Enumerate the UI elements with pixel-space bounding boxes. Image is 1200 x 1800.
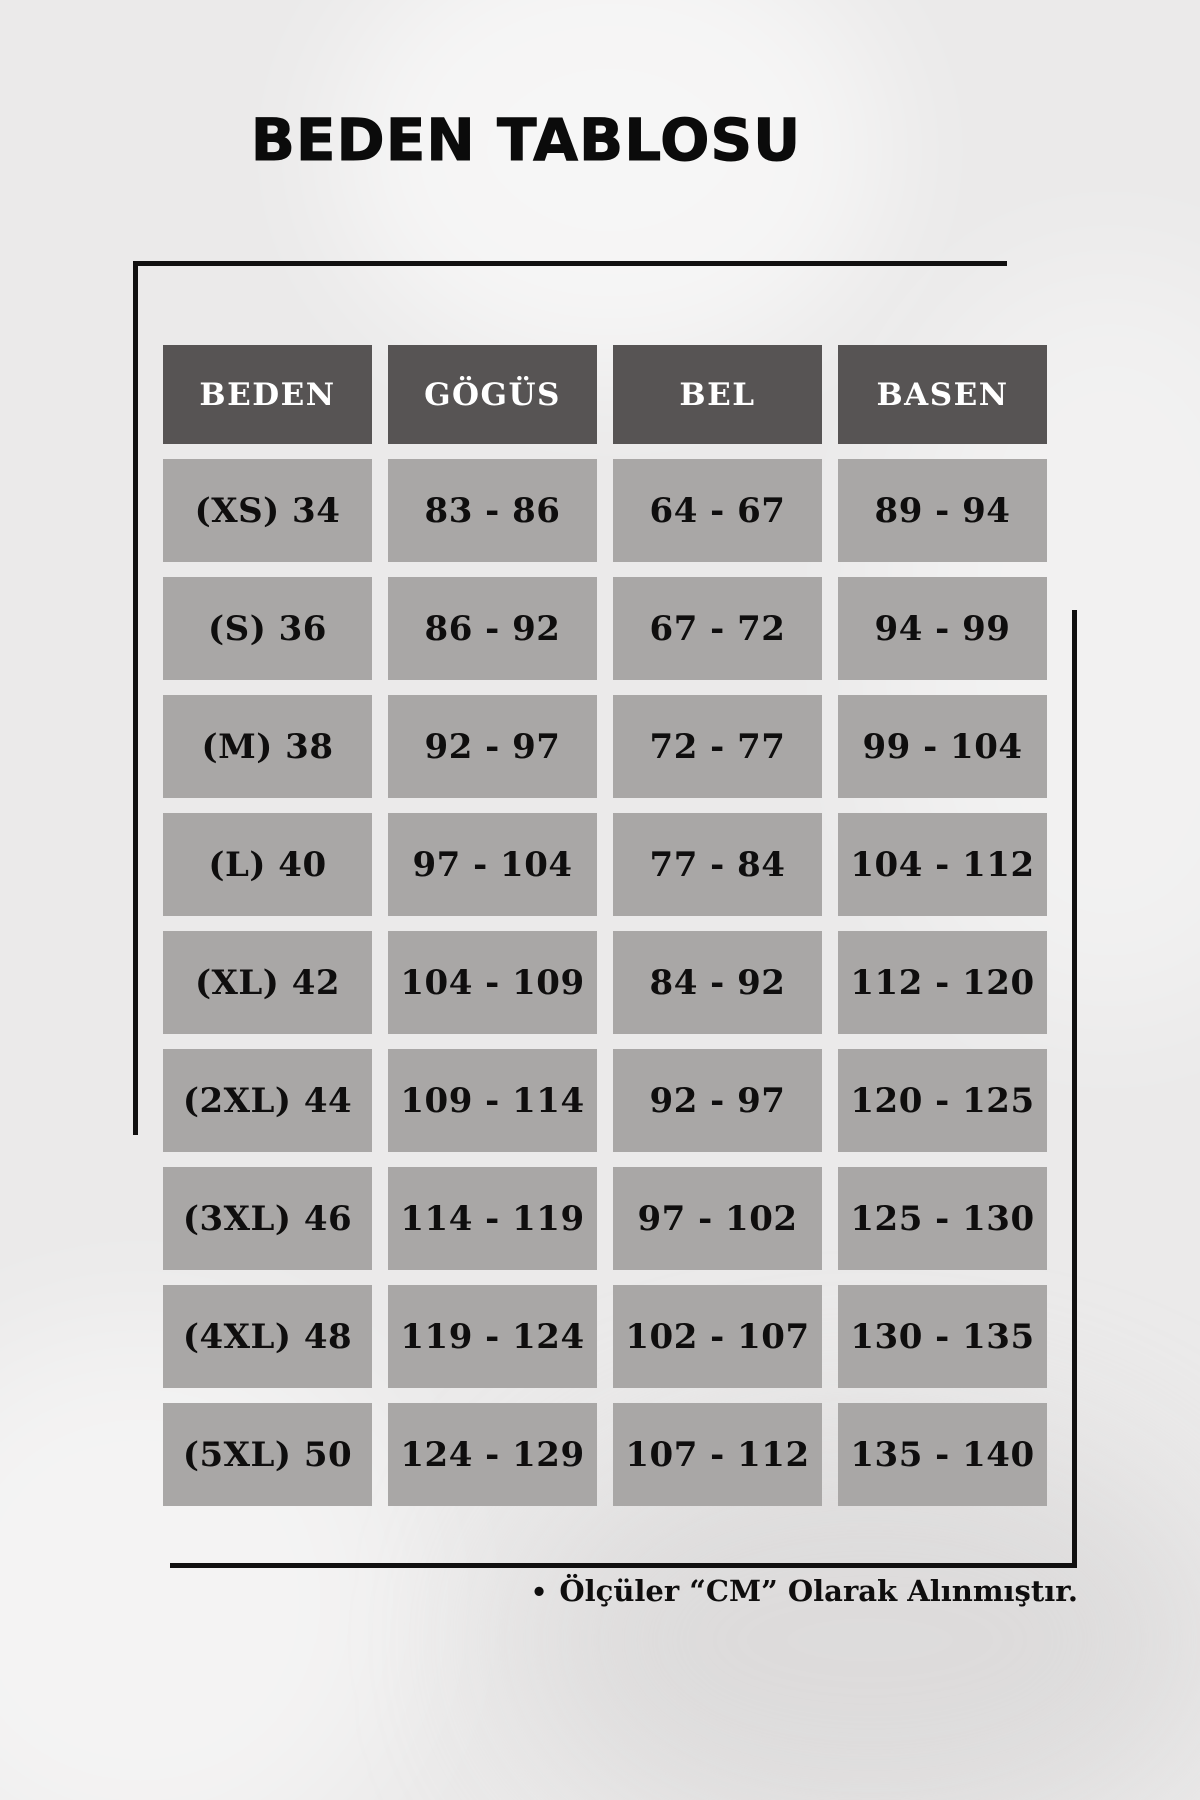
measurement-cell: 72 - 77 <box>613 695 822 798</box>
header-cell: GÖGÜS <box>388 345 597 444</box>
measurement-cell: 84 - 92 <box>613 931 822 1034</box>
header-cell: BEL <box>613 345 822 444</box>
measurement-cell: 92 - 97 <box>388 695 597 798</box>
measurement-cell: 92 - 97 <box>613 1049 822 1152</box>
measurement-cell: 112 - 120 <box>838 931 1047 1034</box>
size-label-cell: (5XL) 50 <box>163 1403 372 1506</box>
measurement-cell: 125 - 130 <box>838 1167 1047 1270</box>
measurement-cell: 77 - 84 <box>613 813 822 916</box>
header-cell: BEDEN <box>163 345 372 444</box>
measurement-cell: 83 - 86 <box>388 459 597 562</box>
measurement-cell: 67 - 72 <box>613 577 822 680</box>
measurement-cell: 89 - 94 <box>838 459 1047 562</box>
measurement-cell: 104 - 109 <box>388 931 597 1034</box>
bullet-icon: • <box>530 1578 548 1608</box>
measurement-cell: 99 - 104 <box>838 695 1047 798</box>
size-label-cell: (L) 40 <box>163 813 372 916</box>
measurement-cell: 104 - 112 <box>838 813 1047 916</box>
header-cell: BASEN <box>838 345 1047 444</box>
size-label-cell: (XS) 34 <box>163 459 372 562</box>
size-label-cell: (3XL) 46 <box>163 1167 372 1270</box>
background-silhouette <box>330 0 890 380</box>
size-label-cell: (S) 36 <box>163 577 372 680</box>
measurement-cell: 109 - 114 <box>388 1049 597 1152</box>
measurement-cell: 119 - 124 <box>388 1285 597 1388</box>
measurement-cell: 86 - 92 <box>388 577 597 680</box>
measurement-cell: 102 - 107 <box>613 1285 822 1388</box>
measurement-cell: 64 - 67 <box>613 459 822 562</box>
measurement-cell: 114 - 119 <box>388 1167 597 1270</box>
measurement-cell: 107 - 112 <box>613 1403 822 1506</box>
decorative-line-bottom <box>170 1563 1075 1568</box>
size-label-cell: (2XL) 44 <box>163 1049 372 1152</box>
measurement-cell: 97 - 104 <box>388 813 597 916</box>
measurement-cell: 120 - 125 <box>838 1049 1047 1152</box>
footer-note-text: Ölçüler “CM” Olarak Alınmıştır. <box>559 1574 1078 1608</box>
decorative-line-top <box>133 261 1007 266</box>
measurement-cell: 135 - 140 <box>838 1403 1047 1506</box>
footer-note: • Ölçüler “CM” Olarak Alınmıştır. <box>0 1574 1078 1608</box>
page-title: BEDEN TABLOSU <box>250 106 802 175</box>
size-table: BEDEN GÖGÜS BEL BASEN (XS) 34 83 - 86 64 - 67 8… <box>163 345 1047 1506</box>
decorative-line-right <box>1072 610 1077 1568</box>
measurement-cell: 94 - 99 <box>838 577 1047 680</box>
decorative-line-left <box>133 261 138 1135</box>
size-label-cell: (4XL) 48 <box>163 1285 372 1388</box>
size-label-cell: (M) 38 <box>163 695 372 798</box>
measurement-cell: 130 - 135 <box>838 1285 1047 1388</box>
measurement-cell: 97 - 102 <box>613 1167 822 1270</box>
size-label-cell: (XL) 42 <box>163 931 372 1034</box>
measurement-cell: 124 - 129 <box>388 1403 597 1506</box>
